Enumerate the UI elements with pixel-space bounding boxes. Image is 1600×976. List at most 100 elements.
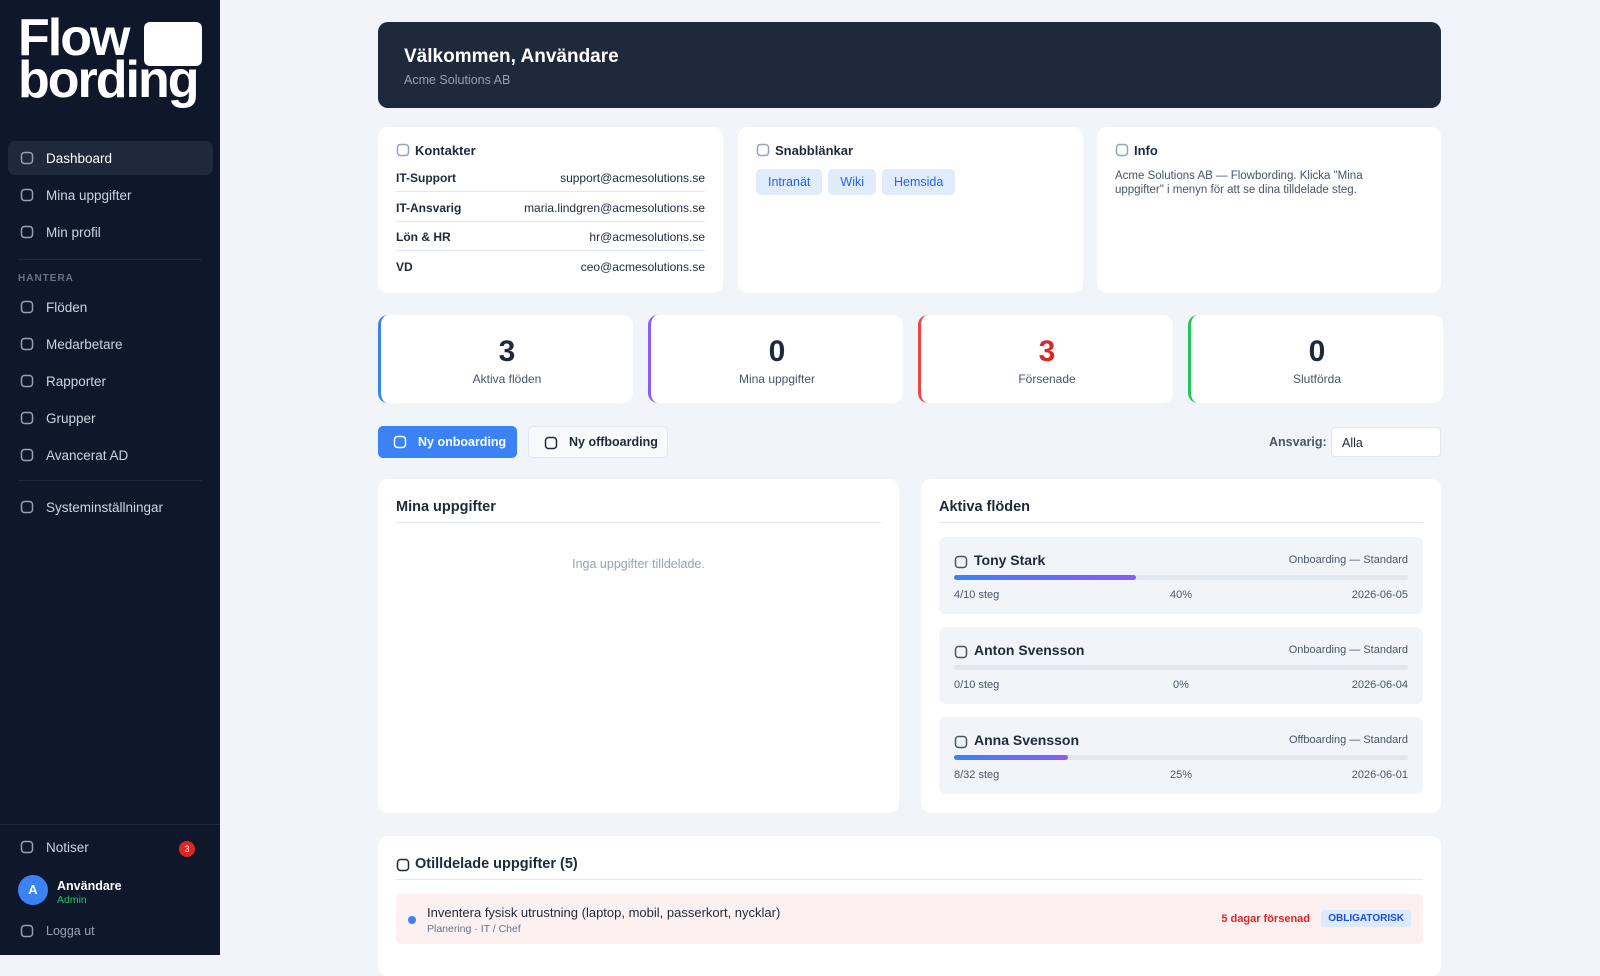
divider: [396, 522, 881, 523]
quick-link[interactable]: Intranät: [756, 169, 823, 195]
nav-item[interactable]: Flöden: [8, 290, 213, 324]
divider: [396, 191, 705, 192]
nav-item[interactable]: Mina uppgifter: [8, 178, 213, 212]
contact-role: IT-Ansvarig: [396, 200, 462, 215]
flow-item[interactable]: Tony Stark Onboarding — Standard 4/10 steg…: [939, 537, 1423, 614]
divider: [396, 250, 705, 251]
flow-percent: 40%: [1169, 589, 1193, 601]
stat-label: Mina uppgifter: [738, 372, 816, 386]
nav-item[interactable]: Medarbetare: [8, 327, 213, 361]
avatar[interactable]: A: [18, 875, 48, 905]
task-row[interactable]: Inventera fysisk utrustning (laptop, mob…: [396, 894, 1423, 944]
divider: [396, 879, 1423, 880]
card-title: Info: [1115, 143, 1158, 158]
flow-type: Offboarding — Standard: [1288, 734, 1408, 746]
progress-track: [954, 755, 1408, 760]
user-name: Användare: [57, 879, 122, 893]
flow-date: 2026-06-04: [1351, 679, 1408, 691]
quick-link[interactable]: Hemsida: [882, 169, 956, 195]
stat-value: 0: [768, 335, 786, 368]
icon: [396, 858, 410, 872]
flow-date: 2026-06-05: [1351, 589, 1408, 601]
logo-line: bording: [18, 51, 200, 109]
icon: [954, 555, 968, 569]
button[interactable]: Ny offboarding: [528, 426, 668, 458]
contacts-card: Kontakter IT-Support support@acmesolutions…: [378, 127, 723, 293]
flow-item[interactable]: Anna Svensson Offboarding — Standard 8/32 …: [939, 717, 1423, 794]
stat-value: 3: [498, 335, 516, 368]
icon: [20, 225, 34, 239]
progress-fill: [954, 575, 1136, 580]
flow-type: Onboarding — Standard: [1288, 644, 1408, 656]
nav-item[interactable]: Dashboard: [8, 141, 213, 175]
contact-email[interactable]: support@acmesolutions.se: [560, 171, 705, 185]
flow-name: Anna Svensson: [974, 732, 1080, 748]
nav-item[interactable]: Rapporter: [8, 364, 213, 398]
stat-value: 0: [1308, 335, 1326, 368]
sep: [0, 824, 220, 825]
sep: [18, 259, 202, 260]
icon: [20, 500, 34, 514]
flow-steps: 4/10 steg: [954, 589, 1000, 601]
icon: [20, 151, 34, 165]
divider: [396, 220, 705, 222]
icon: [20, 840, 34, 854]
flow-steps: 0/10 steg: [954, 679, 1000, 691]
sidebar: Flow bording Dashboard Mina uppgifter Min pr…: [0, 0, 220, 955]
panel-title: Aktiva flöden: [939, 499, 1031, 515]
header-subtitle: Acme Solutions AB: [404, 73, 511, 87]
contact-email[interactable]: maria.lindgren@acmesolutions.se: [524, 200, 705, 215]
flows-panel: Aktiva flöden Tony Stark Onboarding — Stan…: [921, 479, 1441, 813]
button[interactable]: Ny onboarding: [378, 426, 517, 458]
icon: [20, 448, 34, 462]
task-meta: Planering · IT / Chef: [427, 923, 521, 935]
flow-name: Tony Stark: [974, 552, 1046, 568]
flow-percent: 0%: [1173, 679, 1189, 691]
divider: [939, 522, 1423, 523]
contact-role: Lön & HR: [396, 230, 451, 244]
quick-link[interactable]: Wiki: [828, 169, 876, 195]
logo-line: Flow: [18, 9, 130, 67]
stat-label: Aktiva flöden: [472, 372, 542, 386]
icon: [20, 374, 34, 388]
icon: [954, 645, 968, 659]
task-title: Inventera fysisk utrustning (laptop, mob…: [427, 905, 781, 920]
empty-text: Inga uppgifter tilldelade.: [572, 557, 705, 571]
header: Välkommen, Användare Acme Solutions AB: [378, 22, 1441, 108]
nav-item[interactable]: Systeminställningar: [8, 490, 213, 524]
card-title: Snabblänkar: [756, 143, 853, 158]
icon: [756, 143, 770, 157]
nav-item[interactable]: Notiser 3: [8, 830, 213, 864]
badge: 3: [179, 841, 195, 857]
filter-select[interactable]: Alla: [1331, 427, 1441, 457]
nav-item[interactable]: Avancerat AD: [8, 438, 213, 472]
panel-title: Otilldelade uppgifter (5): [396, 856, 578, 872]
icon: [20, 188, 34, 202]
flow-item[interactable]: Anton Svensson Onboarding — Standard 0/10 …: [939, 627, 1423, 704]
contact-role: VD: [396, 259, 413, 274]
flow-name: Anton Svensson: [974, 642, 1085, 658]
card-title: Kontakter: [396, 143, 476, 158]
flow-date: 2026-06-01: [1351, 769, 1408, 781]
contact-email[interactable]: hr@acmesolutions.se: [589, 230, 705, 244]
stat-card: 0 Mina uppgifter: [648, 315, 903, 403]
info-card: Info Acme Solutions AB — Flowbording. Kli…: [1097, 127, 1441, 293]
info-text: Acme Solutions AB — Flowbording. Klicka …: [1115, 170, 1363, 196]
dot: [408, 916, 416, 924]
tasks-panel: Mina uppgifter Inga uppgifter tilldelade.: [378, 479, 899, 813]
sep: [18, 480, 202, 481]
nav-item[interactable]: Min profil: [8, 215, 213, 249]
icon: [1115, 143, 1129, 157]
nav-item[interactable]: Logga ut: [8, 914, 213, 948]
logo-icon: [144, 22, 202, 66]
flow-type: Onboarding — Standard: [1288, 554, 1408, 566]
stat-label: Slutförda: [1292, 372, 1342, 386]
filter-label: Ansvarig:: [1269, 435, 1327, 449]
nav-item[interactable]: Grupper: [8, 401, 213, 435]
stat-label: Försenade: [1018, 372, 1076, 386]
contact-role: IT-Support: [396, 171, 456, 185]
flow-percent: 25%: [1169, 769, 1193, 781]
section-label: HANTERA: [18, 273, 74, 284]
contact-email[interactable]: ceo@acmesolutions.se: [580, 259, 705, 274]
unassigned-panel: Otilldelade uppgifter (5) Inventera fysis…: [378, 836, 1441, 976]
